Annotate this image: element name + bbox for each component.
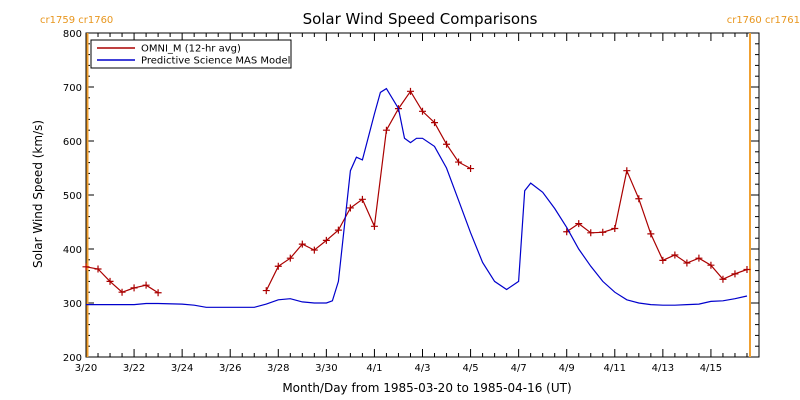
x-tick-label: 4/9 xyxy=(559,363,575,374)
omni-data-point xyxy=(443,140,451,148)
omni-data-point xyxy=(635,195,643,203)
y-tick-label: 200 xyxy=(63,353,82,364)
omni-data-point xyxy=(118,288,126,296)
series-line-mas-model xyxy=(86,87,748,308)
omni-data-point xyxy=(310,246,318,254)
omni-data-point xyxy=(82,263,90,271)
omni-data-point xyxy=(274,262,282,270)
omni-data-point xyxy=(743,266,751,274)
omni-data-point xyxy=(431,119,439,127)
omni-data-point xyxy=(467,165,475,173)
legend-entry: Predictive Science MAS Model xyxy=(141,56,290,67)
x-tick-label: 4/13 xyxy=(652,363,674,374)
x-tick-label: 3/30 xyxy=(315,363,337,374)
omni-data-point xyxy=(154,289,162,297)
y-axis-label: Solar Wind Speed (km/s) xyxy=(31,120,45,268)
y-tick-label: 300 xyxy=(63,299,82,310)
x-tick-label: 3/20 xyxy=(75,363,97,374)
omni-data-point xyxy=(142,281,150,289)
x-tick-label: 4/5 xyxy=(463,363,479,374)
omni-data-point xyxy=(130,284,138,292)
series-line-omni xyxy=(566,168,748,280)
omni-data-point xyxy=(611,224,619,232)
omni-data-point xyxy=(683,259,691,267)
omni-data-point xyxy=(419,107,426,115)
omni-data-point xyxy=(298,240,306,248)
omni-data-point xyxy=(262,287,270,295)
omni-data-point xyxy=(719,275,727,283)
omni-data-point xyxy=(623,167,631,175)
plot-frame xyxy=(85,32,760,358)
x-tick-label: 3/24 xyxy=(171,363,193,374)
x-tick-label: 3/26 xyxy=(219,363,241,374)
plot-area: 3/20 3/22 3/24 3/26 3/28 3/30 4/1 4/3 4/5 4/7 4/9 4… xyxy=(63,29,760,374)
omni-data-point xyxy=(731,270,739,278)
omni-data-point xyxy=(659,256,667,264)
series-line-omni xyxy=(265,90,471,291)
y-tick-label: 700 xyxy=(63,83,82,94)
omni-data-point xyxy=(671,251,679,259)
x-tick-label: 4/15 xyxy=(700,363,722,374)
omni-data-point xyxy=(575,220,583,228)
omni-data-point xyxy=(455,158,463,166)
y-tick-label: 400 xyxy=(63,245,82,256)
omni-data-point xyxy=(587,229,595,237)
y-tick-label: 800 xyxy=(63,29,82,40)
y-tick-label: 500 xyxy=(63,191,82,202)
omni-data-point xyxy=(382,126,390,134)
omni-data-point xyxy=(370,222,378,230)
omni-data-point xyxy=(334,226,342,234)
legend-entry: OMNI_M (12-hr avg) xyxy=(141,44,241,55)
omni-data-point xyxy=(695,254,703,262)
omni-data-point xyxy=(106,277,114,285)
x-tick-label: 4/1 xyxy=(366,363,382,374)
omni-data-point xyxy=(707,261,715,269)
legend-box xyxy=(90,39,292,69)
x-tick-label: 4/3 xyxy=(414,363,430,374)
omni-data-point xyxy=(358,195,366,203)
omni-data-point xyxy=(346,204,354,212)
x-tick-label: 3/28 xyxy=(267,363,289,374)
y-tick-label: 600 xyxy=(63,137,82,148)
rotation-label-left: cr1759 cr1760 xyxy=(40,15,113,26)
omni-data-point xyxy=(286,254,294,262)
omni-data-point xyxy=(647,230,655,238)
chart-title: Solar Wind Speed Comparisons xyxy=(303,10,538,28)
omni-data-point xyxy=(406,87,414,95)
x-tick-label: 4/7 xyxy=(511,363,527,374)
x-tick-label: 4/11 xyxy=(604,363,626,374)
rotation-label-right: cr1760 cr1761 xyxy=(727,15,800,26)
x-axis-label: Month/Day from 1985-03-20 to 1985-04-16 … xyxy=(282,381,571,395)
omni-data-point xyxy=(322,236,330,244)
x-tick-label: 3/22 xyxy=(123,363,145,374)
omni-data-point xyxy=(94,265,102,273)
omni-data-point xyxy=(599,228,607,236)
